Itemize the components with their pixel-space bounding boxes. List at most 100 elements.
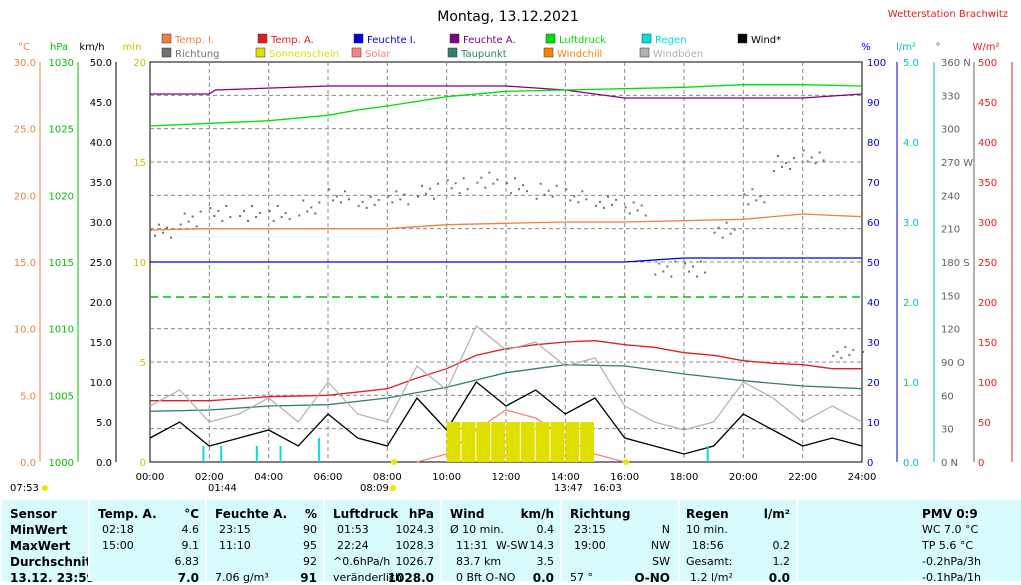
direction-point [399,198,402,201]
x-tick-label: 06:00 [314,472,343,483]
direction-point [332,199,334,202]
direction-point [599,200,601,203]
solar-unit: W/m² [972,42,999,53]
pressure-tick: 1015 [49,258,74,269]
sun-tick: 20 [133,58,146,69]
series-luftdruck [149,84,863,127]
row-label-min: MinWert [10,523,68,537]
sunset-label: 16:03 [593,483,622,494]
wind-column: Wind km/h Ø 10 min. 0.4 11:31 W-SW 14.3 … [440,500,560,585]
direction-point [318,201,321,204]
legend-label: Taupunkt [460,49,507,60]
direction-point [789,168,791,170]
wind-unit: km/h [79,42,104,53]
direction-point [840,356,843,359]
row-labels-column: Sensor MinWert MaxWert Durchschnitt 13.1… [0,500,97,585]
series-temp-i- [149,213,863,231]
direction-r3: SW [652,555,670,568]
sun-tick: 5 [140,358,146,369]
temp-avg: 6.83 [174,555,200,568]
direction-point [573,195,576,198]
direction-point [209,207,212,209]
solar-tick: 0 [978,458,984,469]
wind-avg-label: Ø 10 min. [450,523,504,536]
direction-point [822,159,825,162]
humidity-tick: 80 [867,138,880,149]
direction-point [488,171,491,174]
rain-tick: 0.0 [903,458,919,469]
pressure-max-time: 22:24 [337,539,369,552]
legend-label: Wind* [751,35,781,46]
direction-point [729,232,732,235]
direction-point [725,221,728,224]
sunrise-label: 07:53 [10,483,39,494]
x-tick-label: 16:00 [610,472,639,483]
x-tick-label: 18:00 [670,472,699,483]
series-wind- [149,381,863,455]
sunshine-bar [535,422,550,462]
direction-point [585,198,588,201]
humidity-tick: 70 [867,178,880,189]
sunset-dot [623,459,629,465]
direction-point [510,192,512,195]
chart-title: Montag, 13.12.2021 [437,9,579,25]
series-temp-a- [150,340,862,402]
direction-point [603,206,605,209]
direction-point [818,151,821,154]
sunshine-bar [461,422,476,462]
humidity-tick: 60 [867,218,880,229]
direction-point [280,216,283,218]
humidity-max-time: 11:10 [219,539,251,552]
temp-unit: °C [184,507,199,521]
direction-point [272,220,275,222]
direction-point [814,162,817,165]
direction-point [577,201,580,204]
sunrise-axis-dot [391,459,397,465]
weather-chart: Montag, 13.12.2021 Wetterstation Brachwi… [10,9,1013,494]
pressure-tick: 1000 [49,458,74,469]
legend-swatch [449,33,460,44]
pressure-avg: 1026.7 [395,555,435,568]
humidity-tick: 90 [867,98,880,109]
direction-point [759,195,762,198]
sunshine-bar [520,422,535,462]
legend-label: Feuchte A. [463,35,516,46]
direction-point [581,190,584,193]
legend-label: Temp. I. [174,35,214,46]
direction-point [755,199,758,202]
temp-tick: 15.0 [14,258,36,269]
sunshine-bar [491,422,505,462]
direction-point [607,195,609,198]
temp-max: 9.1 [181,539,200,552]
humidity-min: 90 [303,523,317,536]
pressure-unit: hPa [408,507,434,521]
wind-tick: 0.0 [96,458,112,469]
direction-point [747,203,750,206]
pressure-unit: hPa [50,42,68,53]
station-name: Wetterstation Brachwitz [888,9,1008,20]
direction-point [298,214,301,217]
direction-point [658,262,661,265]
direction-point [526,190,528,193]
wind-tick: 20.0 [90,298,112,309]
direction-point [836,350,839,353]
direction-point [284,212,287,214]
direction-point [662,270,665,273]
wind-run: 83.7 km [456,555,502,568]
direction-point [551,195,554,198]
rain-10min-label: 10 min. [686,523,728,536]
direction-point [276,205,279,207]
direction-point [640,204,643,207]
row-label-sensor: Sensor [10,507,57,521]
direction-tick: 0 N [941,458,958,469]
direction-point [547,189,550,192]
wind-tick: 30.0 [90,218,112,229]
legend-label: Windböen [653,49,703,60]
direction-point [158,223,160,226]
direction-point [221,220,224,222]
direction-point [644,214,647,217]
legend-label: Sonnenschein [269,49,339,60]
wind-tick: 50.0 [90,58,112,69]
rain-bar [279,446,282,462]
direction-point [670,275,673,278]
